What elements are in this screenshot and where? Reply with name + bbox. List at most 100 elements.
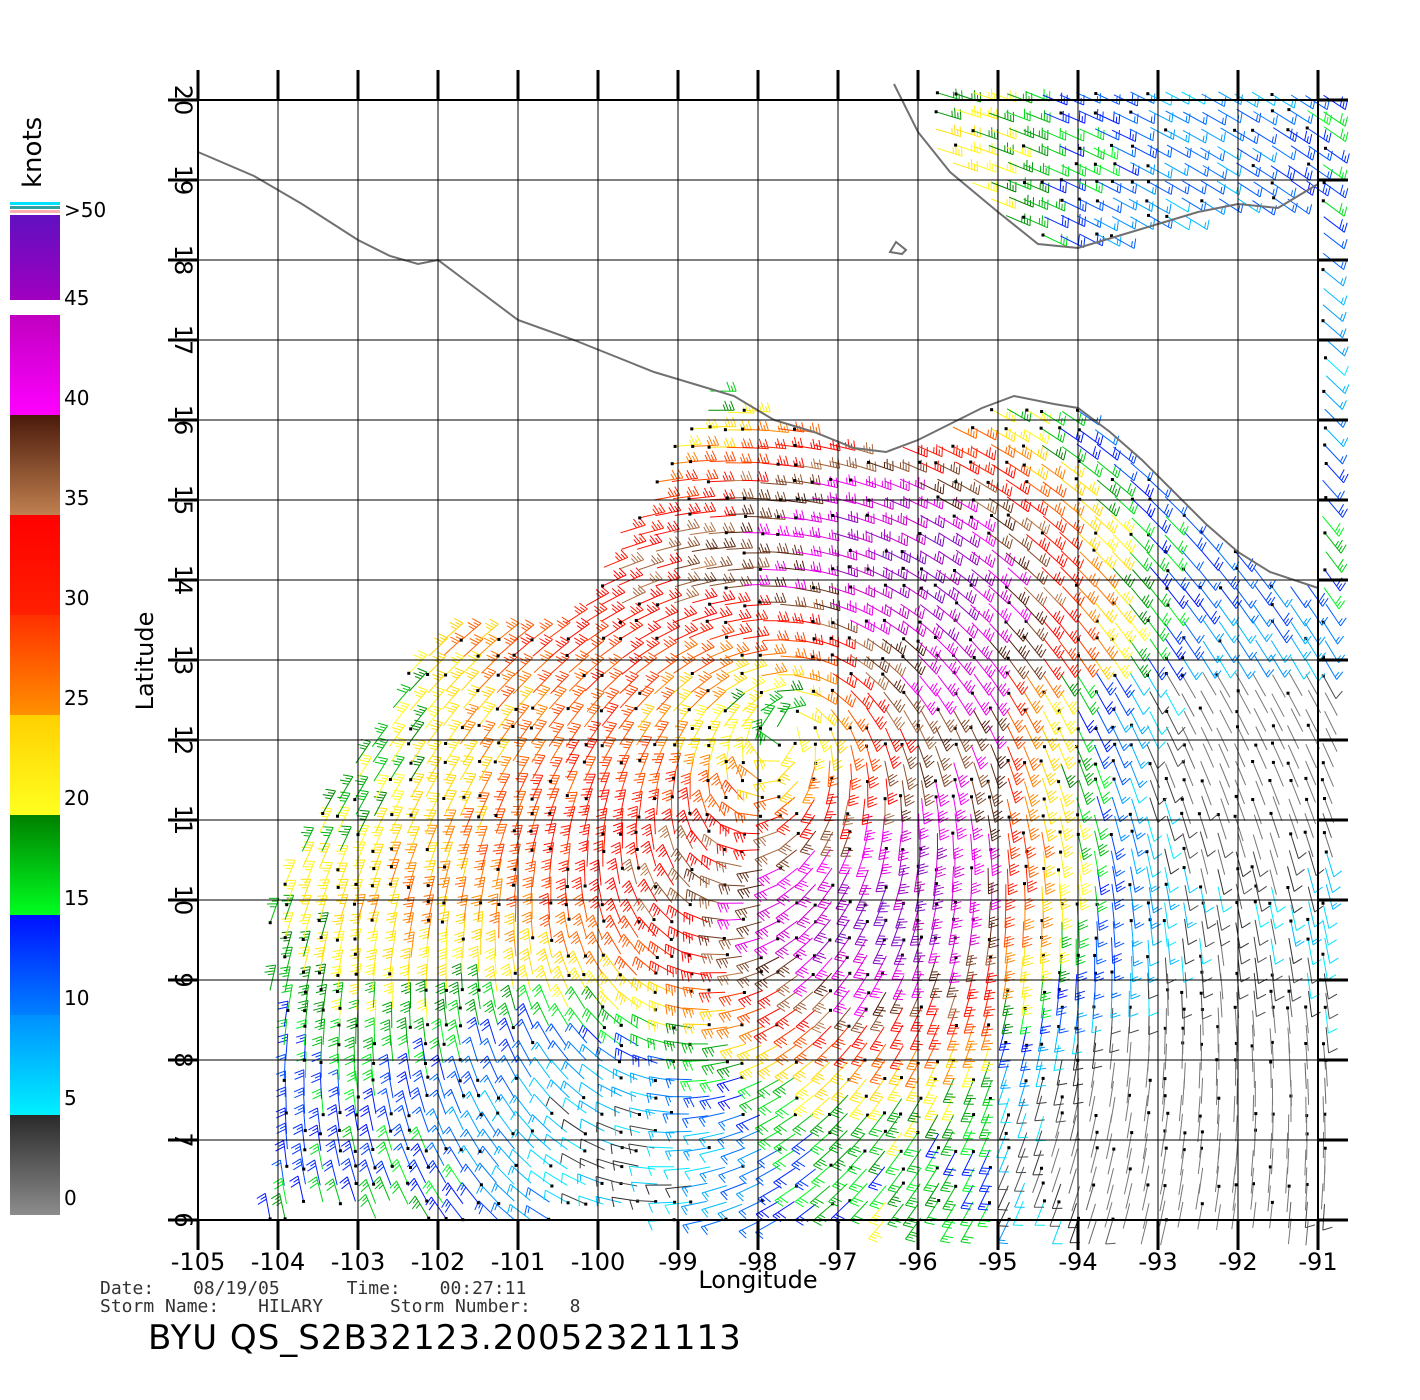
wind-barb <box>1149 638 1171 661</box>
wind-barb <box>427 686 445 711</box>
rain-flag <box>884 847 888 850</box>
wind-barb <box>869 973 883 999</box>
rain-flag <box>407 1114 411 1118</box>
rain-flag <box>1024 864 1028 868</box>
wind-barb <box>402 912 414 939</box>
wind-barb <box>412 1069 428 1096</box>
wind-barb <box>1290 622 1312 645</box>
lon-tick-label: -93 <box>1138 1248 1177 1276</box>
wind-barb <box>588 895 605 922</box>
wind-barb <box>578 1024 602 1044</box>
wind-barb <box>375 1141 393 1167</box>
rain-flag <box>882 618 886 622</box>
rain-flag <box>1041 1076 1045 1080</box>
wind-barb <box>462 703 479 728</box>
wind-barb <box>734 937 761 954</box>
wind-barb <box>1217 869 1233 896</box>
wind-barb <box>1236 162 1261 178</box>
wind-barb <box>1130 866 1145 893</box>
wind-barb <box>709 572 736 587</box>
wind-barb <box>774 796 796 820</box>
wind-barb <box>1147 620 1170 642</box>
wind-barb <box>540 858 552 886</box>
wind-barb <box>734 904 761 920</box>
wind-barb <box>840 831 853 857</box>
wind-barb <box>1061 903 1073 931</box>
wind-barb <box>1217 814 1227 840</box>
rain-flag <box>1041 954 1045 958</box>
wind-barb <box>293 1087 306 1114</box>
wind-barb <box>1287 725 1300 750</box>
wind-barb <box>701 1044 728 1058</box>
wind-barb <box>1041 566 1065 586</box>
wind-barb <box>827 760 839 788</box>
rain-flag <box>371 1148 375 1151</box>
rain-flag <box>337 1023 341 1027</box>
rain-flag <box>1270 181 1274 185</box>
rain-flag <box>670 1111 673 1114</box>
wind-barb <box>1252 673 1267 697</box>
wind-barb <box>797 884 816 908</box>
wind-barb <box>673 622 699 641</box>
rain-flag <box>653 990 657 994</box>
wind-barb <box>726 538 754 550</box>
rain-flag <box>724 620 728 624</box>
wind-barb <box>358 1179 377 1204</box>
rain-flag <box>1180 797 1184 801</box>
wind-barb <box>1060 213 1086 228</box>
wind-barb <box>1163 920 1177 947</box>
wind-barb <box>597 789 610 816</box>
wind-barb <box>1183 848 1191 874</box>
wind-barb <box>741 657 768 674</box>
wind-barb <box>545 1023 567 1046</box>
wind-barb <box>441 1198 464 1221</box>
wind-barb <box>1324 1077 1327 1104</box>
rain-flag <box>989 955 993 959</box>
wind-barb <box>1290 180 1316 196</box>
rain-flag <box>390 813 394 817</box>
wind-barb <box>601 702 619 727</box>
wind-barb <box>954 570 979 587</box>
wind-barb <box>701 1185 728 1202</box>
rain-flag <box>635 848 639 851</box>
wind-barb <box>402 875 415 902</box>
wind-barb <box>724 641 750 659</box>
rain-flag <box>1023 882 1026 886</box>
rain-flag <box>951 444 955 448</box>
rain-flag <box>741 917 745 921</box>
rain-flag <box>1286 691 1290 695</box>
wind-barb <box>1008 533 1033 551</box>
rain-flag <box>1215 673 1219 677</box>
wind-barbs <box>256 88 1350 1246</box>
wind-barb <box>675 809 693 835</box>
rain-flag <box>354 1182 358 1185</box>
rain-flag <box>1077 459 1081 463</box>
wind-barb <box>1021 971 1033 998</box>
island <box>888 240 908 256</box>
wind-barb <box>946 972 959 998</box>
rain-flag <box>511 725 515 728</box>
wind-barb <box>1130 161 1156 175</box>
wind-barb <box>647 1219 675 1231</box>
rain-flag <box>497 1202 501 1206</box>
rain-flag <box>426 673 430 676</box>
wind-barb <box>754 920 779 940</box>
rain-flag <box>831 514 835 517</box>
wind-barb <box>460 667 480 692</box>
rain-flag <box>514 1076 518 1080</box>
wind-barb <box>1323 111 1348 127</box>
wind-barb <box>937 654 961 676</box>
rain-flag <box>1041 233 1045 237</box>
wind-barb <box>850 1114 868 1139</box>
wind-barb <box>362 1069 376 1096</box>
wind-barb <box>1090 1147 1098 1174</box>
wind-barb <box>635 685 655 709</box>
wind-barb <box>602 914 623 939</box>
rain-flag <box>1130 180 1134 184</box>
rain-flag <box>725 1060 729 1064</box>
wind-barb <box>516 755 530 781</box>
wind-barb <box>606 857 621 884</box>
rain-flag <box>688 903 692 907</box>
rain-flag <box>810 480 814 484</box>
wind-barb <box>736 1045 762 1064</box>
